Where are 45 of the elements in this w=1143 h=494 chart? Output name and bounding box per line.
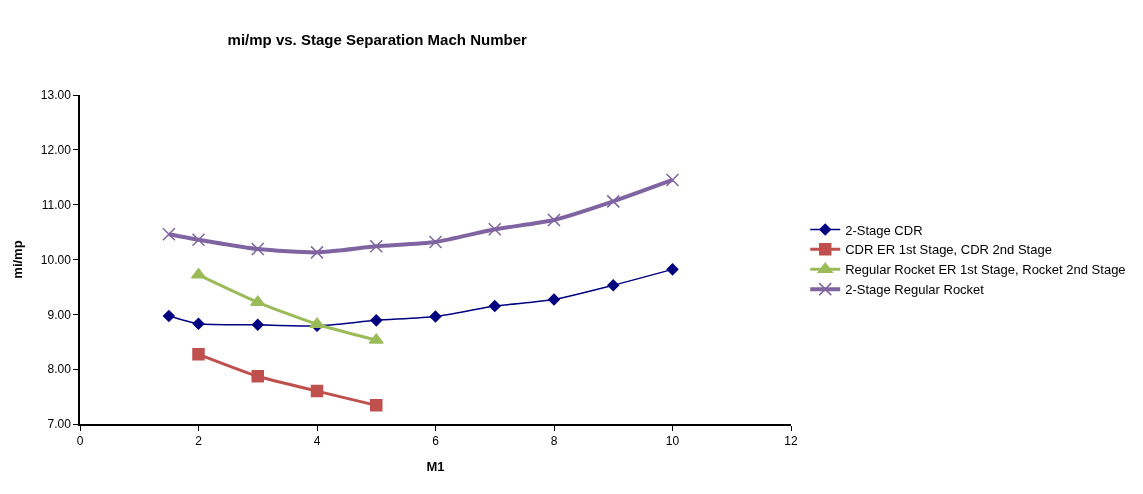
point [428,235,443,249]
point [192,317,205,330]
point [547,213,561,227]
point [606,194,620,209]
point [192,348,205,361]
point [162,227,176,242]
point [548,293,560,306]
point [251,370,264,383]
point [251,318,264,331]
y-tick-label: 9.00 [47,307,72,322]
legend-label: CDR ER 1st Stage, CDR 2nd Stage [845,242,1052,258]
x-tick-label: 12 [784,434,798,449]
legend-label: 2-Stage CDR [845,222,923,238]
legend-label: 2-Stage Regular Rocket [845,282,985,298]
y-tick-label: 13.00 [40,88,72,103]
point [488,300,501,313]
x-tick-label: 8 [550,434,558,449]
point [310,245,324,260]
x-tick-label: 0 [76,434,84,449]
point [370,399,383,412]
x-tick-label: 10 [665,434,680,449]
x-axis-title: M1 [426,459,445,475]
point [250,295,266,307]
x-tick-label: 6 [432,434,440,449]
x-tick-label: 4 [313,434,321,449]
point [665,173,680,187]
point [162,310,175,322]
point [370,314,383,327]
point [607,279,620,292]
y-tick-label: 7.00 [47,417,72,432]
chart-title: mi/mp vs. Stage Separation Mach Number [227,31,527,49]
legend-label: Regular Rocket ER 1st Stage, Rocket 2nd Stage [845,262,1126,278]
x-tick-label: 2 [195,434,203,449]
point [369,239,383,254]
point [191,233,206,247]
point [488,222,502,237]
point [666,263,679,276]
point [251,242,265,256]
y-axis-title: mi/mp [10,240,26,279]
point [310,384,324,398]
point [429,310,442,323]
y-tick-label: 10.00 [40,252,72,267]
y-tick-label: 8.00 [47,362,72,377]
y-tick-label: 11.00 [41,197,72,212]
y-tick-label: 12.00 [40,143,72,158]
